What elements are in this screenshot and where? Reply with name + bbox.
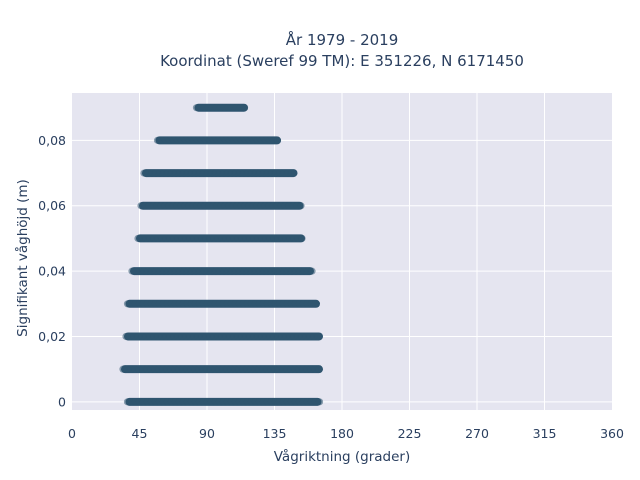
- x-tick-label: 0: [68, 426, 76, 441]
- y-tick-label: 0: [58, 394, 66, 409]
- data-points: [119, 103, 324, 406]
- x-axis-ticks: 0 45 90 135 180 225 270 315 360: [68, 426, 624, 441]
- chart-title-line-2: Koordinat (Sweref 99 TM): E 351226, N 61…: [160, 52, 524, 70]
- point-band: [119, 365, 323, 374]
- x-tick-label: 225: [398, 426, 422, 441]
- data-point: [288, 169, 296, 177]
- data-point: [315, 398, 324, 406]
- x-tick-label: 270: [465, 426, 489, 441]
- point-band: [134, 234, 306, 243]
- data-point: [311, 300, 320, 308]
- point-band: [123, 397, 324, 406]
- data-point: [308, 267, 316, 275]
- y-axis-label: Signifikant våghöjd (m): [14, 179, 31, 337]
- y-axis-ticks: 0 0,02 0,04 0,06 0,08: [38, 133, 66, 409]
- data-point: [297, 202, 305, 210]
- x-tick-label: 45: [132, 426, 148, 441]
- data-point: [273, 136, 282, 144]
- point-band: [153, 136, 282, 145]
- y-tick-label: 0,02: [38, 329, 66, 344]
- point-band: [140, 169, 298, 178]
- point-band: [137, 201, 305, 210]
- y-tick-label: 0,08: [38, 133, 66, 148]
- data-point: [314, 332, 322, 341]
- x-tick-label: 315: [533, 426, 557, 441]
- data-point: [240, 104, 249, 112]
- x-axis-label: Vågriktning (grader): [274, 448, 411, 465]
- x-tick-label: 90: [199, 426, 215, 441]
- y-tick-label: 0,04: [38, 264, 66, 279]
- point-band: [123, 299, 320, 308]
- chart-title-line-1: År 1979 - 2019: [286, 30, 399, 49]
- x-tick-label: 180: [330, 426, 354, 441]
- data-point: [298, 234, 306, 243]
- x-tick-label: 360: [600, 426, 624, 441]
- data-point: [315, 365, 323, 373]
- x-tick-label: 135: [263, 426, 287, 441]
- point-band: [128, 267, 316, 276]
- point-band: [122, 332, 323, 341]
- point-band: [192, 103, 249, 112]
- y-tick-label: 0,06: [38, 198, 66, 213]
